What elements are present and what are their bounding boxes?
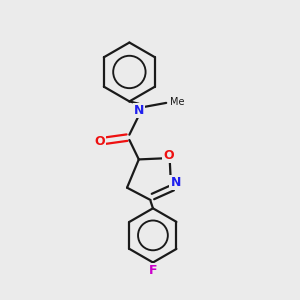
Text: Me: Me [170,97,184,107]
Text: F: F [149,264,157,277]
Text: N: N [134,104,144,117]
Text: N: N [170,176,181,189]
Text: O: O [163,149,174,162]
Text: O: O [94,135,105,148]
